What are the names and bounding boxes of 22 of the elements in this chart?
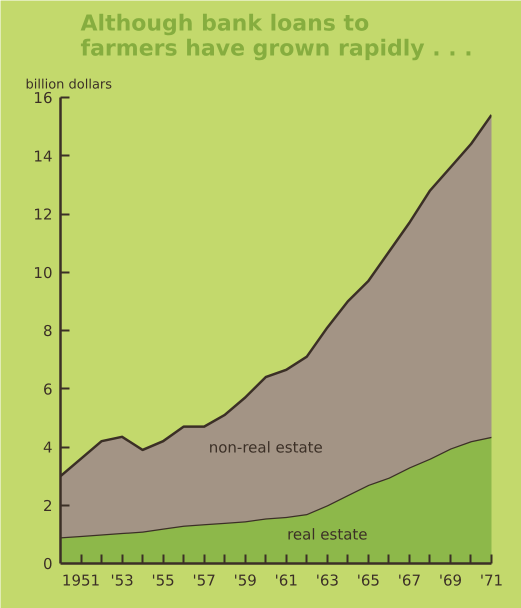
y-tick-label: 8 <box>42 322 53 340</box>
x-tick-label: 1951 <box>62 572 100 590</box>
series-label: non-real estate <box>208 438 323 457</box>
x-tick-label: '65 <box>356 572 380 590</box>
x-tick-label: '63 <box>316 572 339 590</box>
x-tick-label: '57 <box>192 572 216 590</box>
x-tick-label: '67 <box>398 572 422 590</box>
y-tick-label: 10 <box>33 264 53 282</box>
y-tick-label: 2 <box>42 496 53 515</box>
series-label: real estate <box>287 525 368 544</box>
y-tick-label: 12 <box>33 206 53 224</box>
x-tick-label: '55 <box>152 572 175 590</box>
y-tick-label: 14 <box>33 147 53 166</box>
x-tick-label: '53 <box>110 572 134 590</box>
y-tick-label: 4 <box>42 438 53 456</box>
chart-title: Although bank loans to farmers have grown rapidly . . . <box>80 12 473 62</box>
x-tick-label: '61 <box>274 572 298 590</box>
x-tick-label: '69 <box>438 572 462 590</box>
x-tick-label: '71 <box>480 572 504 590</box>
y-tick-label: 6 <box>42 380 53 398</box>
y-tick-label: 0 <box>42 555 53 573</box>
x-tick-label: '59 <box>234 572 257 590</box>
